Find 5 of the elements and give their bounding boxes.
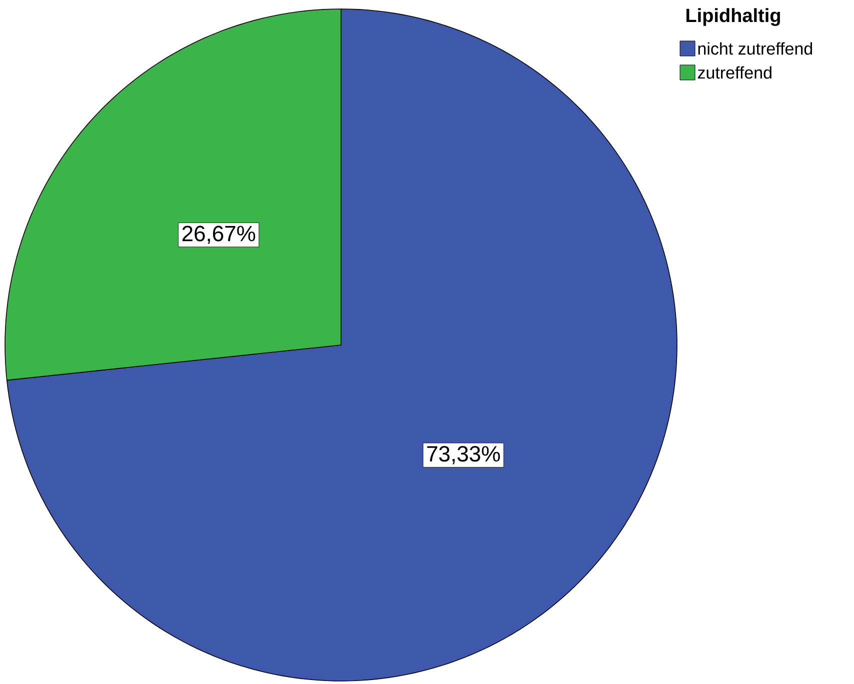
data-label: 73,33% [427,446,500,464]
data-label: 26,67% [182,226,256,244]
legend-label: zutreffend [698,66,772,79]
legend-title: Lipidhaltig [686,8,780,26]
legend-label: nicht zutreffend [698,42,812,55]
